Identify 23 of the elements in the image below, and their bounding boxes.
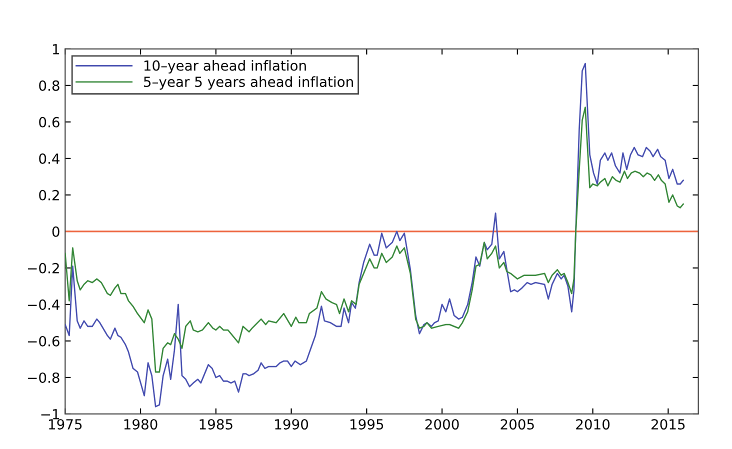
x-tick-label: 2015 [652,419,685,430]
y-tick-label: −1 [41,409,60,420]
y-tick-label: 0.6 [39,116,60,128]
x-tick-label: 1985 [200,419,232,430]
legend-label: 5–year 5 years ahead inflation [144,76,353,90]
line-series [65,106,684,373]
x-tick-label: 2000 [425,419,459,430]
legend-label: 10–year ahead inflation [144,60,306,74]
y-tick-label: −0.6 [28,336,60,346]
x-tick-label: 1975 [49,419,82,430]
y-tick-label: −0.8 [28,372,60,383]
x-tick-label: 1980 [124,419,158,430]
x-tick-label: 1990 [275,419,308,430]
y-tick-label: −0.4 [28,299,60,310]
y-tick-label: 0.4 [39,153,60,164]
y-tick-label: 0.8 [39,80,60,91]
y-tick-label: −0.2 [28,262,59,274]
x-tick-label: 2010 [576,419,610,430]
y-tick-label: 0.2 [39,190,59,200]
y-tick-label: 1 [52,44,60,54]
x-tick-label: 1995 [350,419,384,430]
x-tick-label: 2005 [500,419,534,430]
y-tick-label: 0 [52,226,60,237]
